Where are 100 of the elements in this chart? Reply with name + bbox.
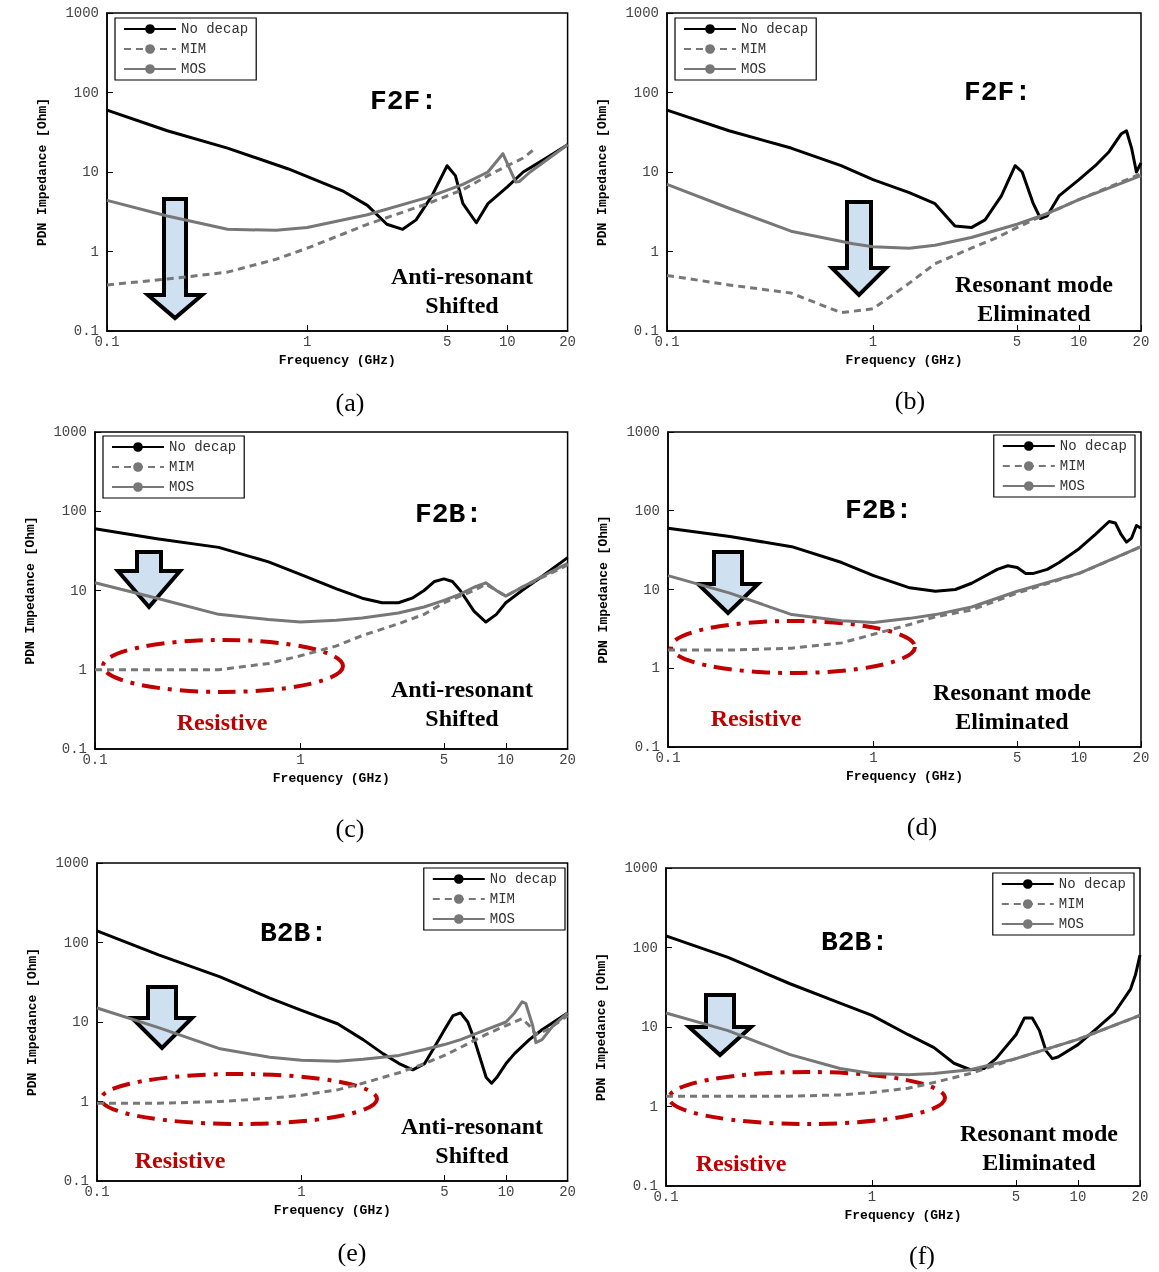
x-tick-label: 10	[1070, 750, 1088, 766]
annotation: Resonant mode Eliminated	[932, 678, 1092, 734]
y-axis-title: PDN Impedance [Ohm]	[596, 515, 611, 664]
x-tick-label: 20	[1131, 1189, 1149, 1205]
legend-label: MIM	[169, 459, 195, 475]
text: F2B:	[415, 498, 483, 530]
y-tick-label: 100	[73, 84, 99, 101]
legend-label: No decap	[1058, 876, 1127, 892]
x-tick-label: 0.1	[94, 334, 120, 350]
y-tick-label: 1	[78, 661, 87, 678]
x-tick-label: 5	[1012, 334, 1022, 350]
legend-label: MIM	[489, 891, 516, 907]
x-tick-label: 10	[497, 1184, 515, 1200]
y-tick-label: 10	[72, 1014, 89, 1030]
legend-label: MOS	[181, 61, 207, 77]
x-tick-label: 1	[297, 1184, 306, 1200]
annotation: Resistive	[176, 709, 268, 735]
x-tick-label: 1	[302, 334, 312, 350]
legend-label: MIM	[1058, 896, 1085, 912]
y-tick-label: 100	[634, 502, 660, 519]
y-tick-label: 10	[641, 1019, 658, 1035]
y-tick-label: 1000	[53, 424, 87, 440]
legend-label: No decap	[1059, 438, 1128, 454]
annotation: Anti-resonant Shifted	[390, 675, 534, 731]
x-axis-title: Frequency (GHz)	[845, 352, 963, 368]
x-tick-label: 5	[442, 334, 452, 350]
x-tick-label: 20	[1132, 334, 1150, 350]
x-tick-label: 10	[1069, 1189, 1087, 1205]
legend-label: MOS	[741, 61, 767, 77]
y-tick-label: 100	[63, 934, 89, 951]
y-tick-label: 100	[61, 503, 87, 520]
x-tick-label: 10	[497, 752, 515, 768]
x-axis-title: Frequency (GHz)	[278, 352, 396, 368]
y-axis-title: PDN Impedance [Ohm]	[594, 952, 609, 1102]
y-axis-title: PDN Impedance [Ohm]	[23, 516, 38, 665]
annotation: Anti-resonant Shifted	[400, 1112, 544, 1168]
legend-label: MOS	[1059, 478, 1086, 494]
y-tick-label: 100	[632, 939, 658, 956]
annotation: Anti-resonant Shifted	[390, 262, 534, 318]
x-tick-label: 1	[869, 750, 878, 766]
text: (b)	[894, 385, 926, 415]
x-tick-label: 20	[559, 334, 576, 350]
y-tick-label: 1	[650, 243, 659, 260]
y-tick-label: 1000	[626, 424, 660, 440]
legend-label: No decap	[489, 871, 558, 887]
x-tick-label: 10	[1070, 334, 1088, 350]
legend-label: MOS	[489, 911, 516, 927]
annotation: Resonant mode Eliminated	[959, 1119, 1119, 1175]
legend-label: MIM	[1059, 458, 1086, 474]
text: F2F:	[370, 85, 438, 117]
x-axis-title: Frequency (GHz)	[845, 768, 964, 784]
x-tick-label: 20	[1132, 750, 1150, 766]
y-axis-title: PDN Impedance [Ohm]	[595, 97, 610, 247]
x-tick-label: 5	[439, 752, 449, 768]
text: B2B:	[260, 917, 328, 949]
y-axis-title: PDN Impedance [Ohm]	[25, 947, 40, 1097]
text: B2B:	[821, 926, 889, 958]
y-tick-label: 1	[90, 243, 99, 260]
y-tick-label: 1000	[625, 5, 659, 21]
legend-label: No decap	[741, 21, 809, 37]
x-tick-label: 10	[498, 334, 516, 350]
x-tick-label: 5	[1013, 750, 1022, 766]
x-tick-label: 5	[1011, 1189, 1021, 1205]
x-tick-label: 20	[559, 1184, 576, 1200]
legend-label: MOS	[169, 479, 195, 495]
text: F2B:	[845, 494, 913, 526]
legend-label: MIM	[181, 41, 207, 57]
y-tick-label: 100	[633, 84, 659, 101]
y-tick-label: 1000	[55, 855, 89, 871]
legend-label: MOS	[1058, 916, 1085, 932]
text: (e)	[337, 1237, 367, 1267]
y-tick-label: 1	[649, 1098, 658, 1115]
text: (a)	[335, 387, 365, 417]
x-tick-label: 5	[440, 1184, 449, 1200]
y-tick-label: 10	[643, 581, 660, 598]
y-tick-label: 1	[651, 660, 660, 677]
y-tick-label: 10	[82, 164, 99, 180]
annotation: Resistive	[134, 1147, 226, 1173]
legend-label: No decap	[169, 439, 237, 455]
annotation: Resistive	[695, 1150, 787, 1176]
x-axis-title: Frequency (GHz)	[272, 770, 390, 786]
y-tick-label: 10	[70, 582, 87, 599]
x-tick-label: 1	[296, 752, 305, 768]
x-tick-label: 20	[559, 752, 576, 768]
text: (f)	[909, 1240, 935, 1270]
x-tick-label: 1	[867, 1189, 877, 1205]
y-axis-title: PDN Impedance [Ohm]	[35, 97, 50, 247]
x-tick-label: 1	[868, 334, 878, 350]
annotation: Resistive	[710, 705, 802, 731]
y-tick-label: 10	[642, 164, 659, 180]
text: F2F:	[964, 76, 1032, 108]
x-axis-title: Frequency (GHz)	[273, 1202, 391, 1218]
annotation: Resonant mode Eliminated	[954, 270, 1114, 326]
text: (c)	[335, 813, 365, 843]
legend-label: MIM	[741, 41, 767, 57]
y-tick-label: 1000	[65, 5, 99, 21]
y-tick-label: 1	[80, 1093, 89, 1110]
text: (d)	[906, 811, 938, 841]
legend-label: No decap	[181, 21, 249, 37]
x-axis-title: Frequency (GHz)	[844, 1207, 962, 1223]
